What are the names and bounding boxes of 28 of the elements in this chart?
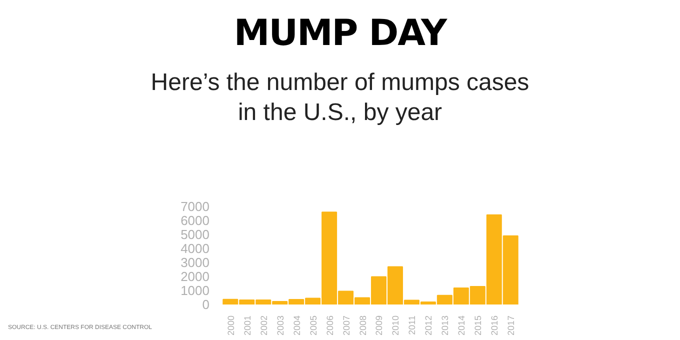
x-tick-label: 2006	[324, 315, 335, 336]
x-tick-label: 2007	[341, 315, 352, 336]
y-tick-label: 5000	[180, 227, 210, 242]
x-tick-label: 2014	[456, 315, 467, 336]
x-tick-label: 2000	[226, 315, 236, 336]
y-tick-label: 6000	[180, 213, 210, 228]
x-tick-label: 2003	[275, 315, 286, 336]
y-tick-label: 7000	[180, 199, 210, 214]
x-tick-label: 2008	[358, 315, 368, 336]
x-tick-label: 2005	[308, 315, 318, 336]
x-tick-label: 2002	[258, 315, 269, 336]
x-tick-label: 2011	[407, 315, 418, 335]
y-tick-label: 3000	[180, 255, 210, 270]
x-tick-label: 2010	[390, 315, 401, 336]
y-tick-label: 4000	[180, 241, 210, 256]
chart-title: MUMP DAY	[234, 12, 446, 56]
y-tick-label: 2000	[180, 269, 210, 284]
x-tick-label: 2012	[424, 315, 434, 336]
x-tick-label: 2016	[490, 315, 500, 336]
x-tick-label: 2009	[374, 315, 384, 336]
x-tick-label: 2015	[473, 315, 484, 336]
y-tick-label: 1000	[180, 283, 210, 298]
chart-subtitle: Here’s the number of mumps cases in the U.S., by year	[150, 68, 530, 128]
x-tick-label: 2017	[506, 315, 516, 336]
x-tick-label: 2004	[292, 315, 302, 336]
y-tick-label: 0	[202, 297, 210, 312]
x-tick-label: 2013	[440, 315, 450, 336]
x-tick-label: 2001	[242, 315, 252, 336]
